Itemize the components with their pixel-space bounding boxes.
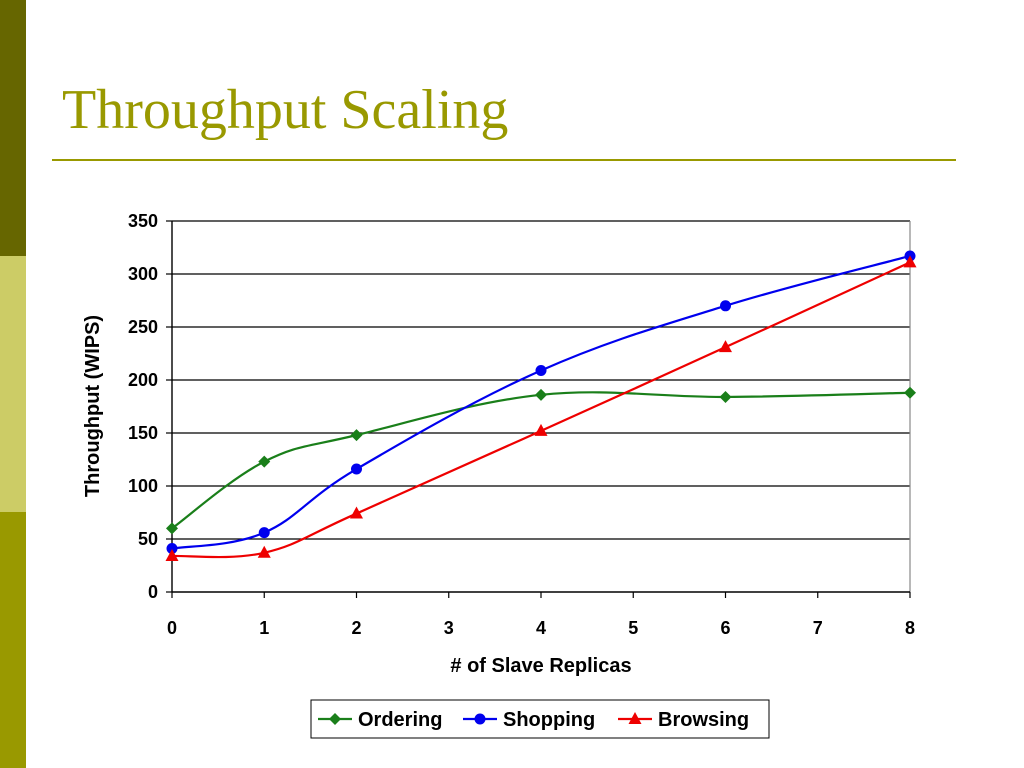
x-tick-label: 2 (351, 618, 361, 638)
sidebar-band-middle (0, 256, 26, 512)
x-tick-label: 0 (167, 618, 177, 638)
legend-marker-shopping (474, 713, 486, 725)
y-tick-label: 100 (128, 476, 158, 496)
series-line-ordering (171, 391, 911, 530)
y-tick-label: 150 (128, 423, 158, 443)
data-point-browsing (534, 423, 548, 436)
x-tick-label: 6 (720, 618, 730, 638)
slide-title: Throughput Scaling (62, 79, 509, 141)
gridlines (172, 220, 911, 592)
legend-marker-ordering (329, 713, 341, 725)
data-point-browsing (719, 340, 732, 353)
sidebar-band-bottom (0, 512, 26, 768)
data-point-shopping (351, 463, 362, 475)
y-axis-title: Throughput (WIPS) (82, 315, 104, 497)
data-point-ordering (719, 390, 732, 403)
data-point-ordering (258, 455, 271, 468)
sidebar-band-top (0, 0, 26, 256)
x-tick-label: 8 (905, 618, 915, 638)
data-point-ordering (535, 388, 547, 401)
data-point-shopping (166, 543, 178, 555)
legend-box (310, 699, 770, 739)
y-tick-label: 350 (128, 211, 158, 231)
data-point-ordering (350, 429, 363, 442)
title-underline (52, 159, 956, 161)
data-point-ordering (166, 522, 178, 535)
y-tick-label: 300 (128, 264, 158, 284)
y-tick-label: 250 (128, 317, 158, 337)
x-tick-label: 3 (444, 618, 454, 638)
data-point-browsing (350, 506, 363, 519)
legend-label-shopping: Shopping (503, 709, 595, 731)
series-line-shopping (171, 254, 911, 550)
data-markers (165, 250, 917, 561)
x-tick-label: 1 (259, 618, 269, 638)
data-point-browsing (257, 545, 271, 558)
legend-label-ordering: Ordering (358, 709, 442, 731)
y-tick-label: 50 (138, 529, 158, 549)
y-tick-label: 0 (148, 582, 158, 602)
legend-label-browsing: Browsing (658, 709, 749, 731)
x-axis-title: # of Slave Replicas (450, 655, 631, 677)
axes: 0 50 100 150 200 250 300 350 0 1 2 3 4 5 6 7 8 (128, 211, 915, 638)
series-line-browsing (171, 261, 911, 559)
data-point-shopping (535, 364, 547, 376)
x-tick-label: 7 (813, 618, 823, 638)
data-point-shopping (720, 300, 731, 312)
y-tick-label: 200 (128, 370, 158, 390)
data-point-shopping (258, 527, 270, 539)
series-lines (171, 254, 911, 559)
data-point-browsing (903, 255, 917, 268)
data-point-browsing (165, 548, 179, 561)
legend-marker-browsing (628, 712, 642, 724)
data-point-ordering (904, 386, 916, 399)
chart-legend: Ordering Shopping Browsing (310, 699, 770, 739)
x-tick-label: 4 (536, 618, 546, 638)
x-tick-label: 5 (628, 618, 638, 638)
